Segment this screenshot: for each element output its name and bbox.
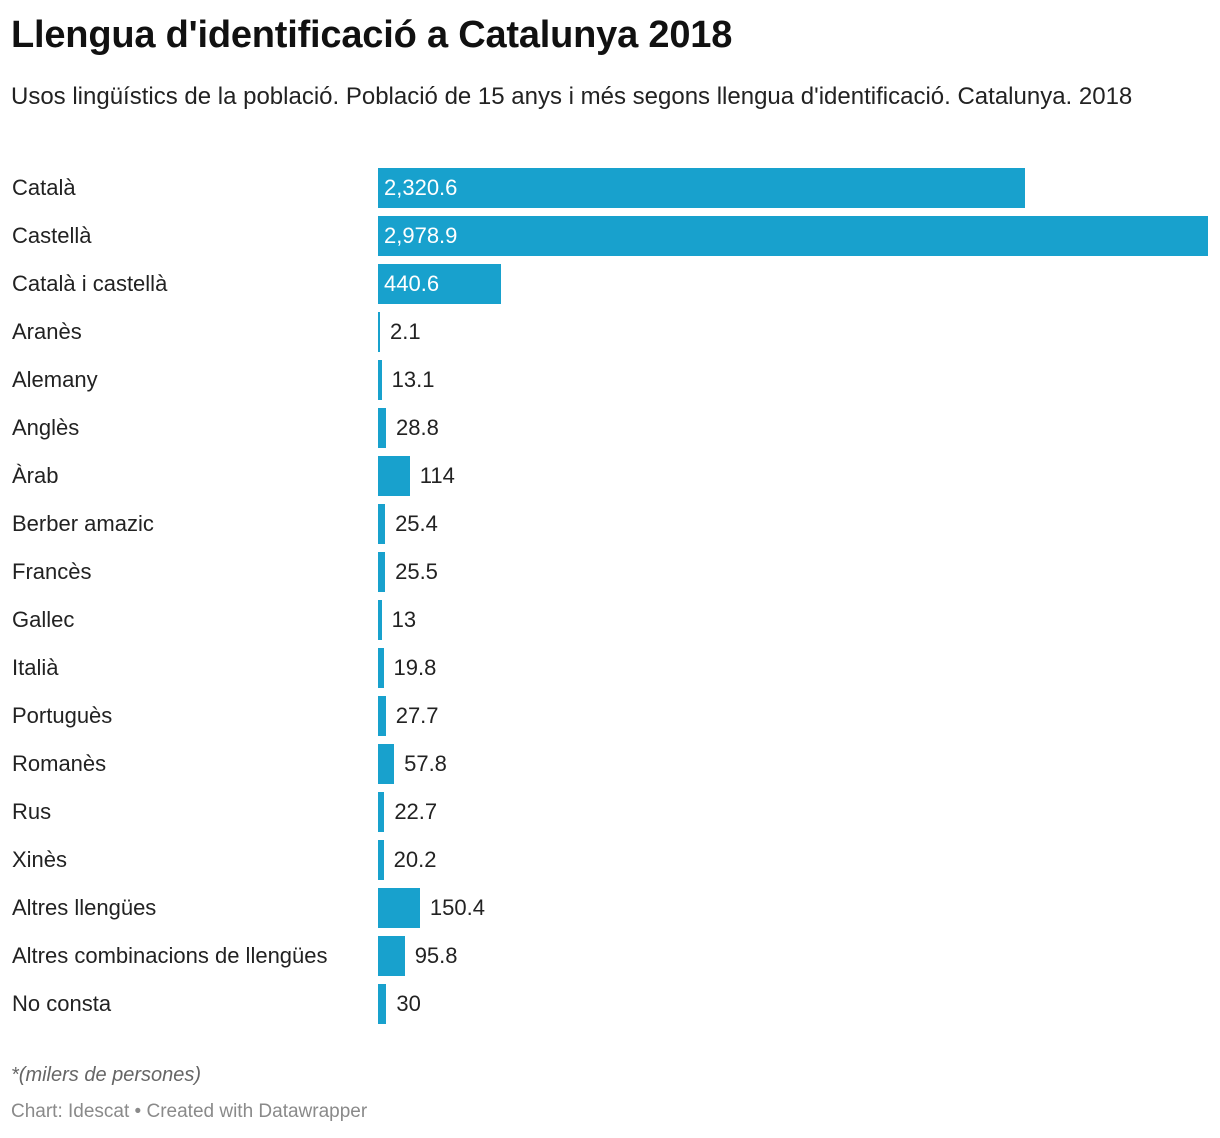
bar-row: No consta 30: [0, 980, 1220, 1028]
chart-subtitle: Usos lingüístics de la població. Poblaci…: [11, 83, 1133, 110]
value-label: 2,320.6: [384, 175, 458, 200]
bar: [378, 216, 1208, 256]
bar-row: Xinès 20.2: [0, 836, 1220, 884]
category-label: Berber amazic: [12, 511, 154, 536]
bar-row: Berber amazic 25.4: [0, 500, 1220, 548]
value-label: 27.7: [395, 703, 439, 728]
chart-footer: Chart: Idescat • Created with Datawrappe…: [11, 1101, 368, 1122]
bar: [378, 600, 382, 640]
bar: [378, 792, 385, 832]
bar: [378, 456, 410, 496]
bar: [378, 360, 382, 400]
bar: [378, 312, 380, 352]
value-label: 95.8: [414, 943, 458, 968]
bar-row: Aranès 2.1: [0, 308, 1220, 356]
bar-row: Gallec 13: [0, 596, 1220, 644]
category-label: Romanès: [12, 751, 107, 776]
chart-title: Llengua d'identificació a Catalunya 2018: [11, 14, 733, 56]
units-note: *(milers de persones): [11, 1064, 202, 1086]
category-label: Gallec: [12, 607, 75, 632]
value-label: 28.8: [396, 415, 439, 440]
bar-row: Àrab 114: [0, 452, 1220, 500]
category-label: No consta: [12, 991, 112, 1016]
value-label: 20.2: [393, 847, 437, 872]
bar-row: Castellà 2,978.9: [0, 212, 1220, 260]
category-label: Xinès: [12, 847, 68, 872]
bar-row: Romanès 57.8: [0, 740, 1220, 788]
bar: [378, 264, 501, 304]
category-label: Altres combinacions de llengües: [12, 943, 328, 968]
bar: [378, 936, 405, 976]
bar-row: Portuguès 27.7: [0, 692, 1220, 740]
category-label: Anglès: [12, 415, 80, 440]
bar: [378, 408, 387, 448]
category-label: Àrab: [12, 463, 59, 488]
bar: [378, 552, 386, 592]
category-label: Italià: [12, 655, 59, 680]
category-label: Francès: [12, 559, 92, 584]
category-label: Castellà: [12, 223, 92, 248]
category-label: Alemany: [12, 367, 98, 392]
value-label: 19.8: [393, 655, 437, 680]
category-label: Català: [12, 175, 76, 200]
value-label: 114: [419, 463, 455, 488]
bar-row: Altres llengües 150.4: [0, 884, 1220, 932]
category-label: Català i castellà: [12, 271, 168, 296]
bar-row: Català 2,320.6: [0, 164, 1220, 212]
bar: [378, 840, 384, 880]
bar: [378, 696, 386, 736]
value-label: 13.1: [391, 367, 435, 392]
bar: [378, 744, 395, 784]
category-label: Aranès: [12, 319, 82, 344]
bar-row: Alemany 13.1: [0, 356, 1220, 404]
bar: [378, 648, 384, 688]
bar-row: Altres combinacions de llengües 95.8: [0, 932, 1220, 980]
bar-chart: Català 2,320.6 Castellà 2,978.9 Català i cas…: [0, 164, 1220, 1044]
value-label: 25.5: [395, 559, 438, 584]
value-label: 57.8: [404, 751, 447, 776]
bar-row: Italià 19.8: [0, 644, 1220, 692]
category-label: Portuguès: [12, 703, 113, 728]
value-label: 13: [391, 607, 417, 632]
bar-row: Anglès 28.8: [0, 404, 1220, 452]
value-label: 25.4: [395, 511, 438, 536]
value-label: 22.7: [394, 799, 438, 824]
bar-row: Francès 25.5: [0, 548, 1220, 596]
category-label: Altres llengües: [12, 895, 157, 920]
bar: [378, 168, 1025, 208]
value-label: 2,978.9: [384, 223, 458, 248]
value-label: 30: [396, 991, 421, 1016]
bar-row: Català i castellà 440.6: [0, 260, 1220, 308]
bar-row: Rus 22.7: [0, 788, 1220, 836]
value-label: 440.6: [384, 271, 440, 296]
category-label: Rus: [12, 799, 52, 824]
bar: [378, 888, 420, 928]
bar: [378, 504, 386, 544]
value-label: 2.1: [390, 319, 421, 344]
bar: [378, 984, 387, 1024]
value-label: 150.4: [429, 895, 485, 920]
